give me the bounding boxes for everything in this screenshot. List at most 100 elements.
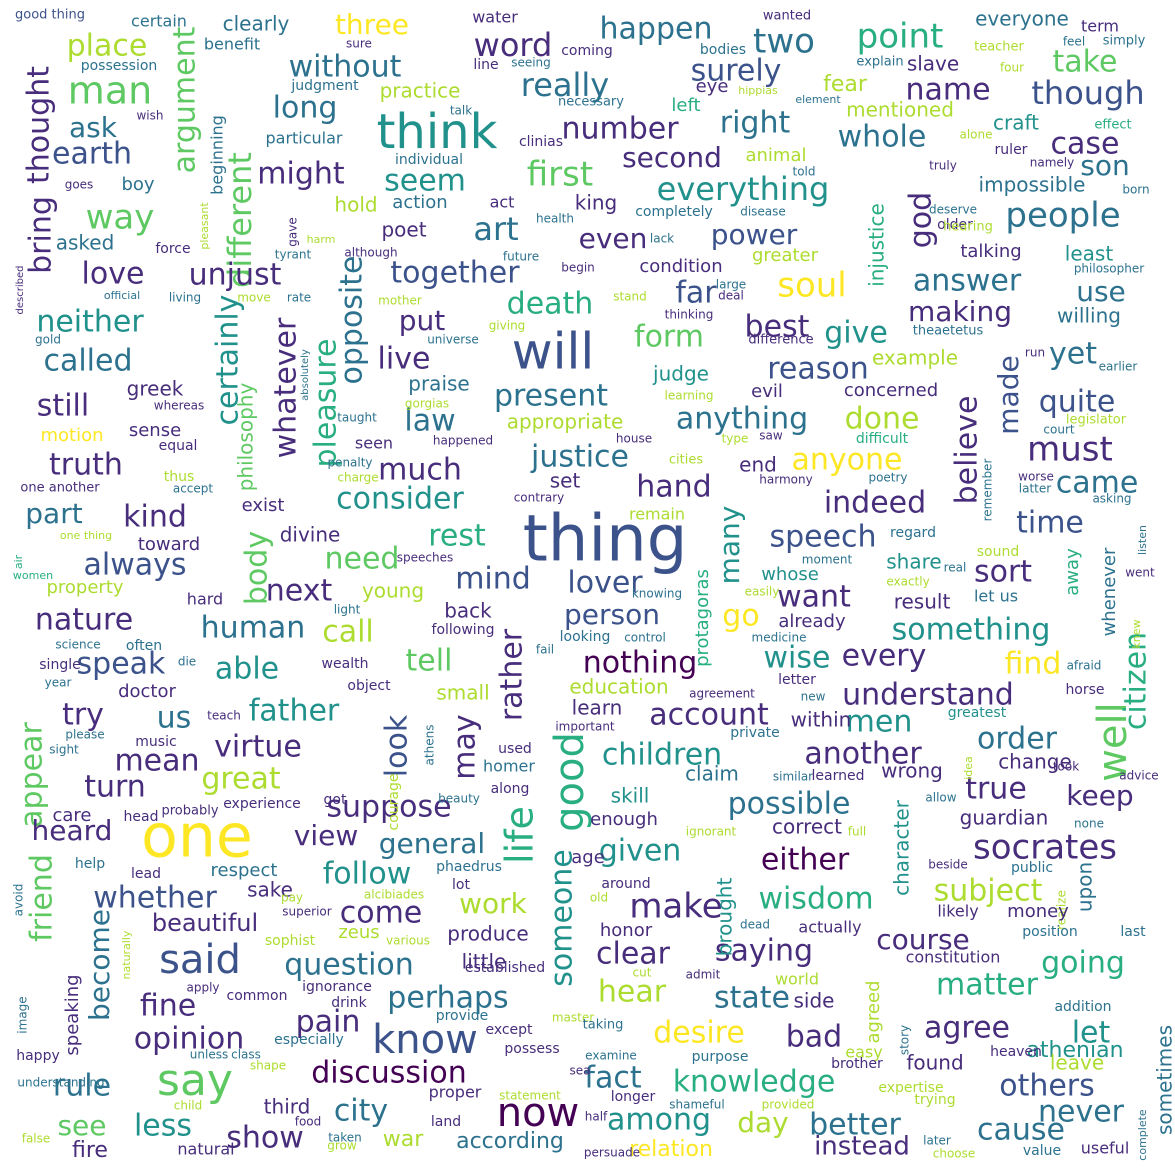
word-water: water (472, 8, 518, 27)
word-learning: learning (665, 389, 714, 403)
word-taking: taking (583, 1018, 624, 1033)
word-come: come (340, 896, 423, 931)
word-judgment: judgment (290, 78, 359, 94)
word-absolutely: absolutely (300, 349, 311, 401)
word-health: health (536, 212, 574, 226)
word-namely: namely (1030, 156, 1074, 170)
word-put: put (399, 304, 446, 337)
word-wish: wish (136, 109, 163, 123)
word-away: away (1062, 548, 1083, 596)
word-certainly: certainly (211, 295, 246, 426)
word-show: show (226, 1121, 304, 1156)
word-take: take (1053, 45, 1118, 80)
word-ignorance: ignorance (302, 979, 372, 995)
word-move: move (237, 291, 271, 305)
word-talking: talking (960, 241, 1021, 262)
word-whereas: whereas (154, 399, 204, 413)
word-possess: possess (504, 1041, 559, 1057)
word-horse: horse (1065, 682, 1104, 698)
word-element: element (795, 93, 841, 106)
word-going: going (1041, 946, 1125, 981)
word-change: change (998, 750, 1072, 774)
word-need: need (325, 542, 400, 577)
word-fact: fact (584, 1061, 641, 1096)
word-deserve: deserve (929, 203, 977, 217)
word-well: well (1090, 702, 1136, 782)
word-together: together (390, 256, 520, 291)
word-living: living (169, 291, 201, 305)
word-right: right (720, 106, 791, 141)
word-difficult: difficult (856, 431, 909, 447)
word-learn: learn (572, 696, 623, 720)
word-equal: equal (159, 438, 198, 454)
word-except: except (485, 1022, 533, 1038)
word-food: food (295, 1115, 322, 1129)
word-year: year (45, 676, 72, 690)
word-able: able (215, 652, 279, 687)
word-provide: provide (436, 1008, 489, 1024)
word-everything: everything (657, 170, 830, 208)
word-useful: useful (1081, 1139, 1130, 1158)
word-fear: fear (823, 72, 868, 97)
word-often: often (126, 638, 162, 654)
word-lead: lead (131, 866, 161, 882)
word-complete: complete (1136, 1109, 1149, 1161)
word-natural: natural (177, 1140, 234, 1159)
word-fire: fire (72, 1138, 108, 1163)
word-universe: universe (427, 333, 479, 347)
word-little: little (462, 950, 507, 974)
word-probably: probably (161, 804, 218, 819)
word-admit: admit (686, 968, 721, 982)
word-cut: cut (633, 966, 652, 980)
word-likely: likely (937, 902, 978, 921)
word-character: character (890, 799, 914, 896)
word-feel: feel (1063, 35, 1085, 49)
word-one-thing: one thing (60, 529, 112, 542)
word-consider: consider (336, 482, 464, 517)
word-quite: quite (1039, 385, 1116, 420)
word-either: either (761, 843, 850, 878)
word-born: born (1122, 183, 1149, 197)
word-look: look (380, 714, 415, 777)
word-sight: sight (49, 743, 79, 757)
word-seeing: seeing (511, 56, 551, 70)
word-men: men (846, 705, 913, 740)
word-examine: examine (585, 1049, 637, 1063)
word-half: half (585, 1110, 608, 1124)
word-keep: keep (1066, 779, 1133, 812)
word-let-us: let us (974, 587, 1018, 606)
word-reason: reason (767, 352, 869, 387)
word-seen: seen (355, 434, 393, 453)
word-even: even (579, 222, 648, 255)
word-trying: trying (914, 1092, 955, 1108)
word-easily: easily (745, 585, 780, 599)
word-homer: homer (483, 757, 535, 776)
word-happy: happy (16, 1048, 60, 1064)
word-master: master (552, 1011, 594, 1025)
word-live: live (378, 342, 431, 377)
word-theaetetus: theaetetus (913, 324, 984, 339)
word-thus: thus (164, 469, 195, 485)
word-surely: surely (691, 54, 782, 89)
word-necessary: necessary (558, 95, 624, 110)
word-must: must (1027, 430, 1113, 470)
word-sound: sound (977, 544, 1020, 560)
word-real: real (944, 561, 967, 575)
word-give: give (824, 316, 888, 351)
word-agree: agree (924, 1011, 1010, 1046)
word-anything: anything (676, 402, 808, 437)
word-within: within (791, 708, 852, 732)
word-third: third (264, 1095, 311, 1119)
word-taught: taught (337, 411, 377, 425)
word-effect: effect (1094, 118, 1131, 133)
word-virtue: virtue (214, 730, 302, 765)
word-claim: claim (685, 762, 739, 786)
word-god: god (904, 192, 939, 248)
word-alone: alone (959, 128, 992, 142)
word-used: used (498, 741, 532, 757)
word-knowledge: knowledge (673, 1065, 836, 1100)
word-learned: learned (812, 768, 865, 784)
word-city: city (334, 1094, 388, 1129)
word-socrates: socrates (973, 828, 1117, 868)
word-two: two (753, 22, 815, 62)
